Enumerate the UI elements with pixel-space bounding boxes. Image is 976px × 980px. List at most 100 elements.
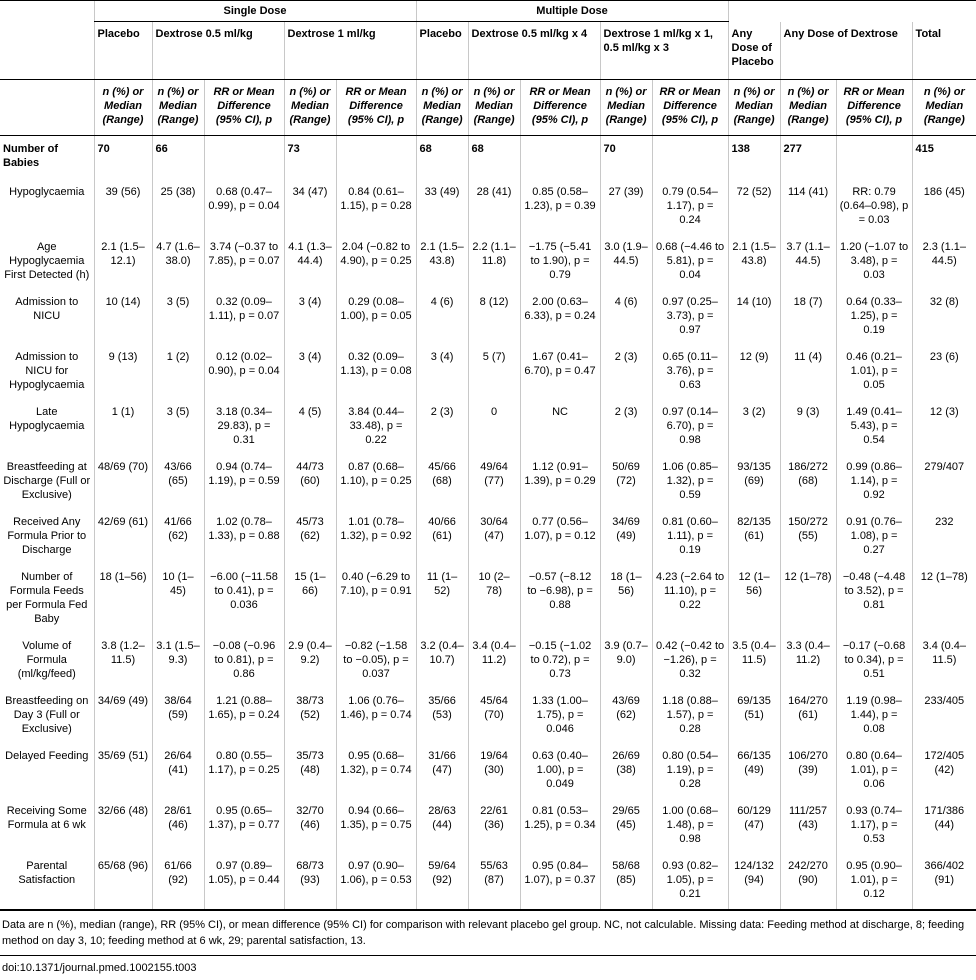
table-cell: 1.67 (0.41–6.70), p = 0.47 bbox=[519, 344, 601, 400]
table-cell: 366/402 (91) bbox=[911, 853, 976, 910]
table-cell: 3 (2) bbox=[727, 399, 781, 455]
table-cell bbox=[835, 135, 913, 180]
table-cell: 0.80 (0.64–1.01), p = 0.06 bbox=[835, 743, 913, 799]
table-cell: 1.06 (0.85–1.32), p = 0.59 bbox=[651, 454, 729, 510]
sub-n: n (%) or Median (Range) bbox=[605, 85, 647, 126]
table-cell: 26/69 (38) bbox=[599, 743, 653, 799]
table-cell: 114 (41) bbox=[779, 179, 837, 235]
table-row: Age Hypoglycaemia First Detected (h) 2.1 … bbox=[0, 234, 976, 290]
table-cell: 1.20 (−1.07 to 3.48), p = 0.03 bbox=[835, 234, 913, 290]
table-cell: 28/63 (44) bbox=[415, 798, 469, 854]
col-dextrose1-multiple: Dextrose 1 ml/kg x 1, 0.5 ml/kg x 3 bbox=[599, 21, 729, 80]
table-cell: 28 (41) bbox=[467, 179, 521, 235]
table-cell: 0.68 (0.47–0.99), p = 0.04 bbox=[203, 179, 284, 235]
empty-sub-header bbox=[0, 79, 94, 136]
table-row: Admission to NICU for Hypoglycaemia 9 (13… bbox=[0, 344, 976, 400]
table-cell: 186/272 (68) bbox=[779, 454, 837, 510]
table-cell: 242/270 (90) bbox=[779, 853, 837, 910]
table-cell: 45/73 (62) bbox=[283, 509, 336, 565]
table-cell: 44/73 (60) bbox=[283, 454, 336, 510]
sub-n: n (%) or Median (Range) bbox=[157, 85, 199, 126]
table-cell: 72 (52) bbox=[727, 179, 781, 235]
table-cell: 0.84 (0.61–1.15), p = 0.28 bbox=[335, 179, 417, 235]
table-cell: 233/405 bbox=[911, 688, 976, 744]
doi-link[interactable]: doi:10.1371/journal.pmed.1002155.t003 bbox=[2, 961, 197, 974]
table-cell: 0 bbox=[467, 399, 521, 455]
table-cell: 26/64 (41) bbox=[151, 743, 204, 799]
table-cell: 279/407 bbox=[911, 454, 976, 510]
table-cell: 66/135 (49) bbox=[727, 743, 781, 799]
table-cell: 0.65 (0.11–3.76), p = 0.63 bbox=[651, 344, 729, 400]
group-multiple-dose: Multiple Dose bbox=[415, 0, 729, 22]
table-cell: 3 (4) bbox=[283, 289, 336, 345]
table-cell: 66 bbox=[151, 135, 204, 180]
table-cell: 0.87 (0.68–1.10), p = 0.25 bbox=[335, 454, 417, 510]
group-header-row: Single Dose Multiple Dose bbox=[0, 0, 976, 22]
table-cell: 1 (1) bbox=[93, 399, 152, 455]
table-cell: NC bbox=[519, 399, 601, 455]
table-cell: 0.29 (0.08–1.00), p = 0.05 bbox=[335, 289, 417, 345]
row-label: Age Hypoglycaemia First Detected (h) bbox=[4, 240, 90, 281]
table-cell: 0.79 (0.54–1.17), p = 0.24 bbox=[651, 179, 729, 235]
table-cell: 43/66 (65) bbox=[151, 454, 204, 510]
table-cell bbox=[651, 135, 729, 180]
table-cell: 3.1 (1.5–9.3) bbox=[151, 633, 204, 689]
table-cell: 73 bbox=[283, 135, 336, 180]
table-cell: 9 (13) bbox=[93, 344, 152, 400]
table-row: Late Hypoglycaemia 1 (1) 3 (5) 3.18 (0.34–2… bbox=[0, 399, 976, 455]
table-cell: 34/69 (49) bbox=[93, 688, 152, 744]
table-row: Volume of Formula (ml/kg/feed) 3.8 (1.2–1… bbox=[0, 633, 976, 689]
table-cell: 0.95 (0.68–1.32), p = 0.74 bbox=[335, 743, 417, 799]
sub-rr: RR or Mean Difference (95% CI), p bbox=[345, 85, 407, 126]
table-cell: 3.4 (0.4–11.5) bbox=[911, 633, 976, 689]
table-cell: 0.93 (0.82–1.05), p = 0.21 bbox=[651, 853, 729, 910]
group-single-dose: Single Dose bbox=[93, 0, 417, 22]
table-cell: 3.7 (1.1–44.5) bbox=[779, 234, 837, 290]
table-cell: 0.68 (−4.46 to 5.81), p = 0.04 bbox=[651, 234, 729, 290]
table-cell: 12 (1–78) bbox=[911, 564, 976, 634]
table-cell: 9 (3) bbox=[779, 399, 837, 455]
table-cell: 0.95 (0.90–1.01), p = 0.12 bbox=[835, 853, 913, 910]
table-cell: 2 (3) bbox=[599, 344, 653, 400]
table-cell: 0.80 (0.54–1.19), p = 0.28 bbox=[651, 743, 729, 799]
sub-n: n (%) or Median (Range) bbox=[473, 85, 515, 126]
table-cell: 12 (1–56) bbox=[727, 564, 781, 634]
table-cell: 22/61 (36) bbox=[467, 798, 521, 854]
col-dextrose05-multiple: Dextrose 0.5 ml/kg x 4 bbox=[467, 21, 601, 80]
col-dextrose05-single: Dextrose 0.5 ml/kg bbox=[151, 21, 284, 80]
table-cell: −0.48 (−4.48 to 3.52), p = 0.81 bbox=[835, 564, 913, 634]
col-any-dextrose: Any Dose of Dextrose bbox=[779, 21, 913, 80]
row-label: Hypoglycaemia bbox=[9, 185, 85, 198]
table-cell: 68 bbox=[415, 135, 469, 180]
sub-n: n (%) or Median (Range) bbox=[923, 85, 965, 126]
col-total: Total bbox=[911, 21, 976, 80]
table-cell: 1 (2) bbox=[151, 344, 204, 400]
table-cell: 43/69 (62) bbox=[599, 688, 653, 744]
table-cell: −0.08 (−0.96 to 0.81), p = 0.86 bbox=[203, 633, 284, 689]
table-cell: 0.85 (0.58–1.23), p = 0.39 bbox=[519, 179, 601, 235]
table-cell: 150/272 (55) bbox=[779, 509, 837, 565]
table-footnote: Data are n (%), median (range), RR (95% … bbox=[0, 909, 976, 956]
table-cell: 3.9 (0.7–9.0) bbox=[599, 633, 653, 689]
table-cell: 0.97 (0.25–3.73), p = 0.97 bbox=[651, 289, 729, 345]
row-label: Admission to NICU bbox=[15, 295, 79, 322]
table-body: Number of Babies 70 66 73 68 68 70 138 2… bbox=[0, 135, 976, 910]
table-cell: 23 (6) bbox=[911, 344, 976, 400]
table-cell: 3.84 (0.44–33.48), p = 0.22 bbox=[335, 399, 417, 455]
table-cell: 29/65 (45) bbox=[599, 798, 653, 854]
table-cell: 10 (14) bbox=[93, 289, 152, 345]
sub-n: n (%) or Median (Range) bbox=[733, 85, 775, 126]
table-cell: 3.2 (0.4–10.7) bbox=[415, 633, 469, 689]
table-row: Number of Formula Feeds per Formula Fed … bbox=[0, 564, 976, 634]
table-cell: −1.75 (−5.41 to 1.90), p = 0.79 bbox=[519, 234, 601, 290]
table-cell: 106/270 (39) bbox=[779, 743, 837, 799]
table-cell: 1.12 (0.91–1.39), p = 0.29 bbox=[519, 454, 601, 510]
sub-n: n (%) or Median (Range) bbox=[787, 85, 829, 126]
table-cell: 1.19 (0.98–1.44), p = 0.08 bbox=[835, 688, 913, 744]
table-cell: 2.1 (1.5–12.1) bbox=[93, 234, 152, 290]
row-label: Delayed Feeding bbox=[5, 749, 89, 762]
table-cell: −0.17 (−0.68 to 0.34), p = 0.51 bbox=[835, 633, 913, 689]
table-cell: 12 (3) bbox=[911, 399, 976, 455]
table-cell: 38/64 (59) bbox=[151, 688, 204, 744]
table-cell: 1.01 (0.78–1.32), p = 0.92 bbox=[335, 509, 417, 565]
